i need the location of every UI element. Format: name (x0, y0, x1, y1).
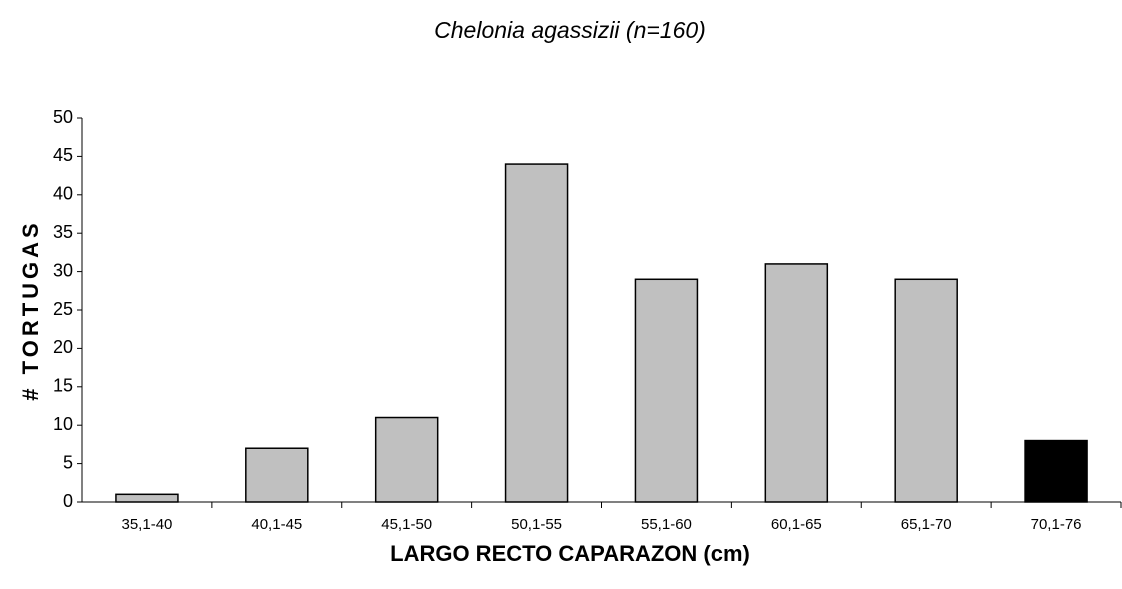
x-tick-label: 55,1-60 (641, 516, 692, 533)
y-tick-label: 20 (53, 337, 73, 357)
y-tick-label: 0 (63, 491, 73, 511)
y-tick-label: 15 (53, 376, 73, 396)
bar (115, 493, 179, 503)
y-tick-label: 25 (53, 299, 73, 319)
bar (245, 447, 309, 503)
x-tick-label: 45,1-50 (381, 516, 432, 533)
y-tick-label: 45 (53, 145, 73, 165)
bar (634, 278, 699, 503)
bar (504, 163, 569, 503)
bar (894, 278, 958, 503)
y-tick-label: 40 (53, 184, 73, 204)
y-axis-label: # TORTUGAS (18, 219, 43, 400)
bar (764, 263, 829, 503)
bar (1024, 439, 1088, 503)
bar (374, 416, 439, 503)
y-tick-label: 35 (53, 222, 73, 242)
y-tick-label: 5 (63, 452, 73, 472)
x-tick-label: 70,1-76 (1031, 516, 1082, 533)
y-tick-label: 10 (53, 414, 73, 434)
y-tick-label: 30 (53, 260, 73, 280)
chart-title: Chelonia agassizii (n=160) (434, 17, 706, 43)
x-tick-label: 50,1-55 (511, 516, 562, 533)
x-tick-label: 35,1-40 (122, 516, 173, 533)
x-tick-label: 60,1-65 (771, 516, 822, 533)
x-tick-label: 65,1-70 (901, 516, 952, 533)
y-tick-label: 50 (53, 107, 73, 127)
x-tick-label: 40,1-45 (251, 516, 302, 533)
x-axis-label: LARGO RECTO CAPARAZON (cm) (390, 541, 750, 566)
